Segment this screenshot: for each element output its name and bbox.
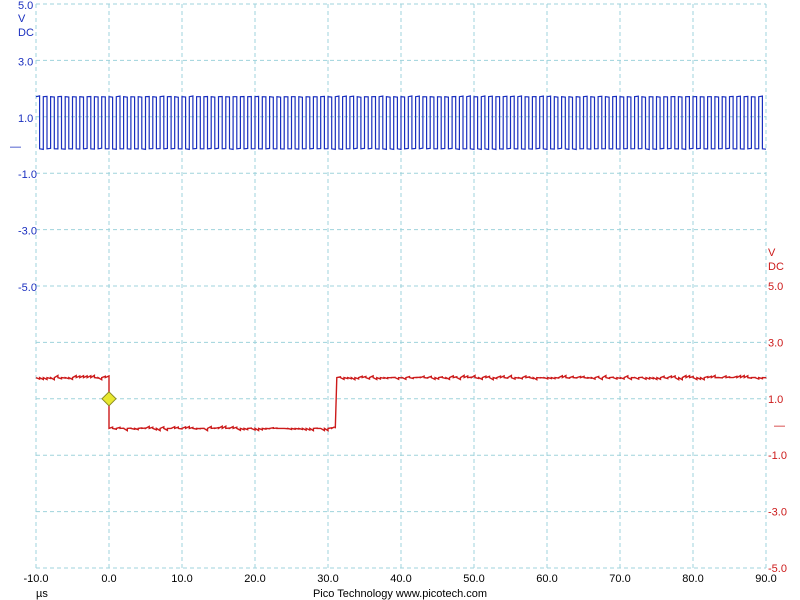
channel-a-y-tick-label: -3.0 xyxy=(18,226,37,238)
channel-b-y-tick-label: 1.0 xyxy=(768,394,783,406)
channel-b-y-tick-label: 5.0 xyxy=(768,281,783,293)
channel-a-unit-label: V xyxy=(18,13,26,25)
x-tick-label: 50.0 xyxy=(463,573,484,585)
footer-credit: Pico Technology www.picotech.com xyxy=(313,588,487,600)
x-tick-label: 0.0 xyxy=(101,573,116,585)
channel-b-coupling-label: DC xyxy=(768,261,784,273)
plot-grid xyxy=(35,3,767,569)
channel-a-zero-marker: — xyxy=(10,141,21,153)
x-tick-label: 70.0 xyxy=(609,573,630,585)
trigger-marker xyxy=(101,391,117,407)
x-tick-label: 60.0 xyxy=(536,573,557,585)
channel-b-y-tick-label: -3.0 xyxy=(768,507,787,519)
channel-b-zero-marker: — xyxy=(774,420,785,432)
channel-a-y-tick-label: 3.0 xyxy=(18,56,33,68)
channel-a-trace xyxy=(35,95,767,151)
channel-a-y-tick-label: 5.0 xyxy=(18,0,33,12)
channel-a-axis: V DC — 5.0 3.0 1.0 -1.0 -3.0 -5.0 xyxy=(10,0,37,294)
channel-b-y-tick-label: -5.0 xyxy=(768,563,787,575)
x-tick-label: -10.0 xyxy=(23,573,48,585)
x-tick-label: 80.0 xyxy=(682,573,703,585)
channel-a-coupling-label: DC xyxy=(18,27,34,39)
channel-a-y-tick-label: 1.0 xyxy=(18,113,33,125)
channel-a-y-tick-label: -5.0 xyxy=(18,282,37,294)
channel-b-trace xyxy=(35,374,767,432)
x-tick-label: 20.0 xyxy=(244,573,265,585)
x-tick-label: 10.0 xyxy=(171,573,192,585)
x-tick-label: 90.0 xyxy=(755,573,776,585)
x-tick-label: 30.0 xyxy=(317,573,338,585)
channel-b-unit-label: V xyxy=(768,247,776,259)
x-axis-ticks: -10.0 0.0 10.0 20.0 30.0 40.0 50.0 60.0 70.0 80.0… xyxy=(23,573,776,585)
x-axis-unit-label: µs xyxy=(36,588,48,600)
channel-b-y-tick-label: 3.0 xyxy=(768,337,783,349)
channel-b-y-tick-label: -1.0 xyxy=(768,450,787,462)
channel-a-y-tick-label: -1.0 xyxy=(18,169,37,181)
channel-b-axis: V DC — 5.0 3.0 1.0 -1.0 -3.0 -5.0 xyxy=(768,247,787,575)
x-tick-label: 40.0 xyxy=(390,573,411,585)
